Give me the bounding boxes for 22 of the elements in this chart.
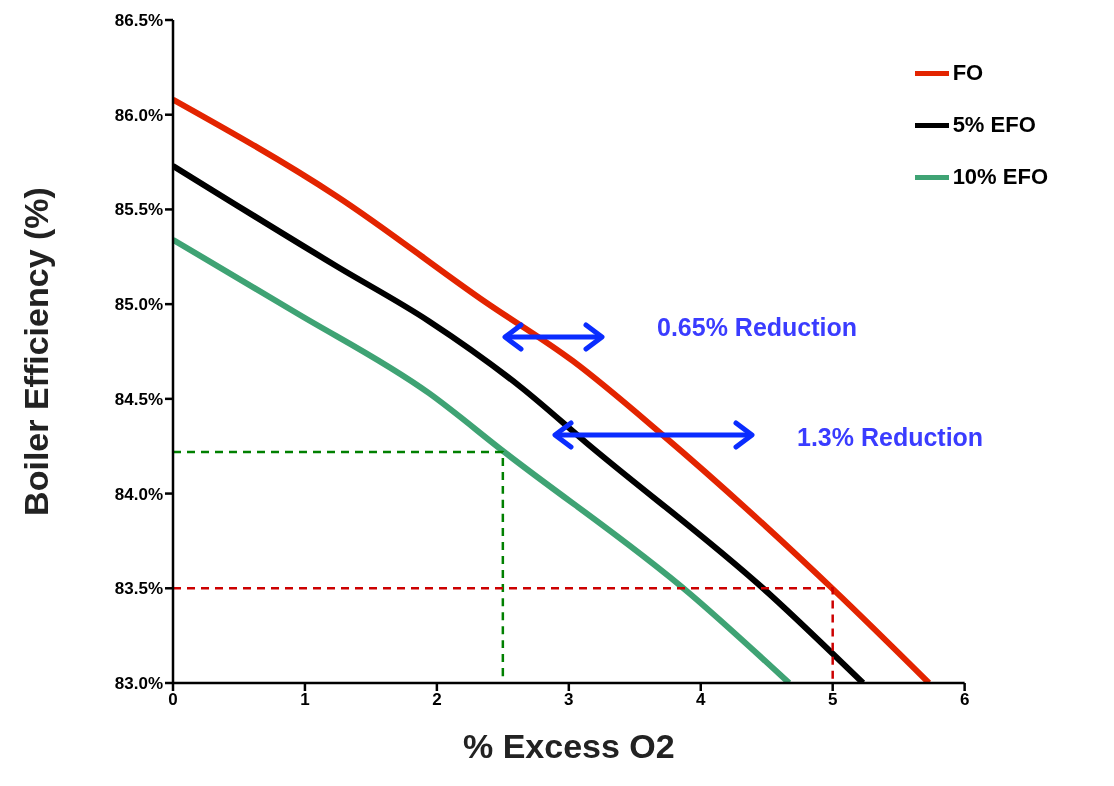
x-tick-label: 5 bbox=[827, 690, 838, 710]
y-tick-label: 83.0% bbox=[114, 674, 163, 694]
y-tick-label: 84.5% bbox=[114, 389, 163, 409]
y-tick-label: 83.5% bbox=[114, 579, 163, 599]
y-axis-title: Boiler Efficiency (%) bbox=[17, 187, 56, 516]
x-tick-label: 1 bbox=[300, 690, 310, 710]
y-tick-label: 86.5% bbox=[114, 11, 163, 31]
y-tick-label: 84.0% bbox=[114, 484, 163, 504]
x-tick-label: 4 bbox=[696, 690, 707, 710]
x-tick-label: 6 bbox=[959, 690, 970, 710]
x-axis-title: % Excess O2 bbox=[462, 727, 675, 765]
x-tick-label: 0 bbox=[168, 690, 178, 710]
legend-label: 10% EFO bbox=[952, 163, 1048, 191]
y-tick-label: 85.0% bbox=[114, 295, 163, 315]
y-tick-label: 85.5% bbox=[114, 200, 163, 220]
x-tick-label: 3 bbox=[564, 690, 574, 710]
y-tick-label: 86.0% bbox=[114, 105, 163, 125]
annotation: 1.3% Reduction bbox=[797, 422, 984, 451]
legend-label: 5% EFO bbox=[952, 111, 1036, 139]
x-tick-label: 2 bbox=[432, 690, 442, 710]
legend-label: FO bbox=[952, 59, 984, 87]
annotation: 0.65% Reduction bbox=[657, 312, 858, 341]
